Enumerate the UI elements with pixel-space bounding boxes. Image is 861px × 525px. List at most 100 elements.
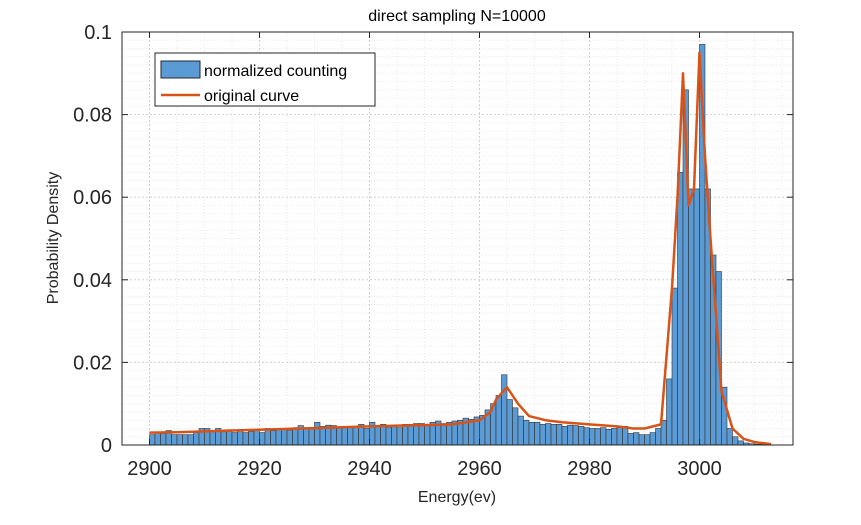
x-tick-labels: 2900 2920 2940 2960 2980 3000 [127, 458, 722, 480]
histogram-bar [572, 425, 579, 446]
histogram-bar [501, 374, 508, 446]
histogram-bar [341, 426, 348, 446]
x-tick-label: 2960 [457, 458, 502, 480]
histogram-bar [528, 421, 535, 446]
histogram-bar [424, 424, 431, 446]
histogram-bar [385, 427, 392, 446]
legend-swatch-histogram [160, 60, 201, 79]
histogram-bar [275, 428, 282, 446]
y-tick-labels: 0 0.02 0.04 0.06 0.08 0.1 [73, 22, 112, 457]
histogram-bar [380, 424, 387, 446]
x-tick-label: 2920 [237, 458, 282, 480]
y-tick-label: 0.1 [84, 22, 112, 44]
histogram-bar [677, 172, 684, 446]
histogram-bar [413, 423, 420, 446]
histogram-bar [517, 415, 524, 446]
y-tick-label: 0 [101, 435, 112, 457]
legend-label-curve: original curve [204, 88, 299, 105]
histogram-bar [594, 428, 601, 446]
histogram-bar [567, 424, 574, 446]
histogram-bar [468, 419, 475, 446]
histogram-bar [666, 378, 673, 446]
histogram-bar [583, 427, 590, 446]
histogram-bar [242, 432, 249, 446]
histogram-bar [149, 434, 156, 446]
histogram-bar [374, 426, 381, 446]
histogram-bar [523, 419, 530, 446]
histogram-bar [281, 429, 288, 446]
histogram-bar [292, 427, 299, 446]
histogram-bar [534, 421, 541, 446]
legend: normalized counting original curve [154, 52, 376, 107]
histogram-bar [688, 188, 695, 446]
histogram-bar [336, 427, 343, 446]
histogram-bar [303, 427, 310, 446]
histogram-bar [396, 427, 403, 446]
histogram-bar [561, 426, 568, 446]
legend-label-histogram: normalized counting [204, 63, 347, 80]
histogram-bar [732, 436, 739, 446]
histogram-bar [187, 434, 194, 446]
y-tick-label: 0.04 [73, 270, 112, 292]
histogram-bar [644, 434, 651, 446]
histogram-bar [605, 429, 612, 446]
histogram-bar [182, 434, 189, 446]
y-tick-label: 0.06 [73, 187, 112, 209]
histogram-bar [726, 428, 733, 446]
plot-frame [121, 31, 794, 446]
y-tick-label: 0.08 [73, 105, 112, 127]
x-tick-label: 2940 [347, 458, 392, 480]
histogram-bar [550, 424, 557, 446]
histogram-bar [649, 432, 656, 446]
histogram-bar [495, 395, 502, 446]
histogram-bar [270, 430, 277, 446]
x-tick-label: 2900 [127, 458, 172, 480]
histogram-bar [600, 427, 607, 446]
histogram-bar [237, 430, 244, 446]
histogram-bar [308, 428, 315, 446]
histogram-bar [363, 428, 370, 446]
histogram-bar [671, 287, 678, 446]
chart-title: direct sampling N=10000 [368, 8, 546, 25]
histogram-bar [193, 432, 200, 446]
histogram-bar [176, 434, 183, 446]
histogram-bar [347, 426, 354, 446]
histogram-bar [264, 428, 271, 446]
histogram-bar [259, 432, 266, 446]
histogram-bar [171, 434, 178, 446]
histogram-bar [512, 407, 519, 446]
histogram-bar [319, 426, 326, 446]
x-tick-label: 2980 [567, 458, 612, 480]
histogram-bar [737, 440, 744, 446]
histogram-bar [539, 424, 546, 446]
histogram-bar [286, 430, 293, 446]
histogram-bar [418, 423, 425, 446]
histogram-bar [627, 433, 634, 446]
y-axis-label: Probability Density [45, 172, 62, 305]
histogram-bar [693, 188, 700, 446]
x-axis-label: Energy(ev) [418, 489, 496, 506]
histogram-bars [149, 44, 772, 446]
histogram-bar [391, 425, 398, 446]
histogram-bar [407, 424, 414, 446]
histogram-bar [545, 423, 552, 446]
histogram-bar [655, 428, 662, 446]
histogram-bar [352, 426, 359, 446]
histogram-bar [253, 430, 260, 446]
histogram-bar [633, 432, 640, 446]
original-curve-line [149, 51, 772, 446]
histogram-bar [506, 399, 513, 446]
histogram-bar [154, 432, 161, 446]
histogram-bar [231, 432, 238, 446]
histogram-bar [220, 431, 227, 446]
histogram-bar [314, 421, 321, 446]
x-tick-label: 3000 [677, 458, 722, 480]
histogram-bar [616, 427, 623, 446]
histogram-bar [226, 429, 233, 446]
histogram-bar [638, 434, 645, 446]
histogram-bar [160, 433, 167, 446]
histogram-bar [578, 426, 585, 446]
histogram-bar [589, 428, 596, 446]
histogram-bar [556, 424, 563, 446]
